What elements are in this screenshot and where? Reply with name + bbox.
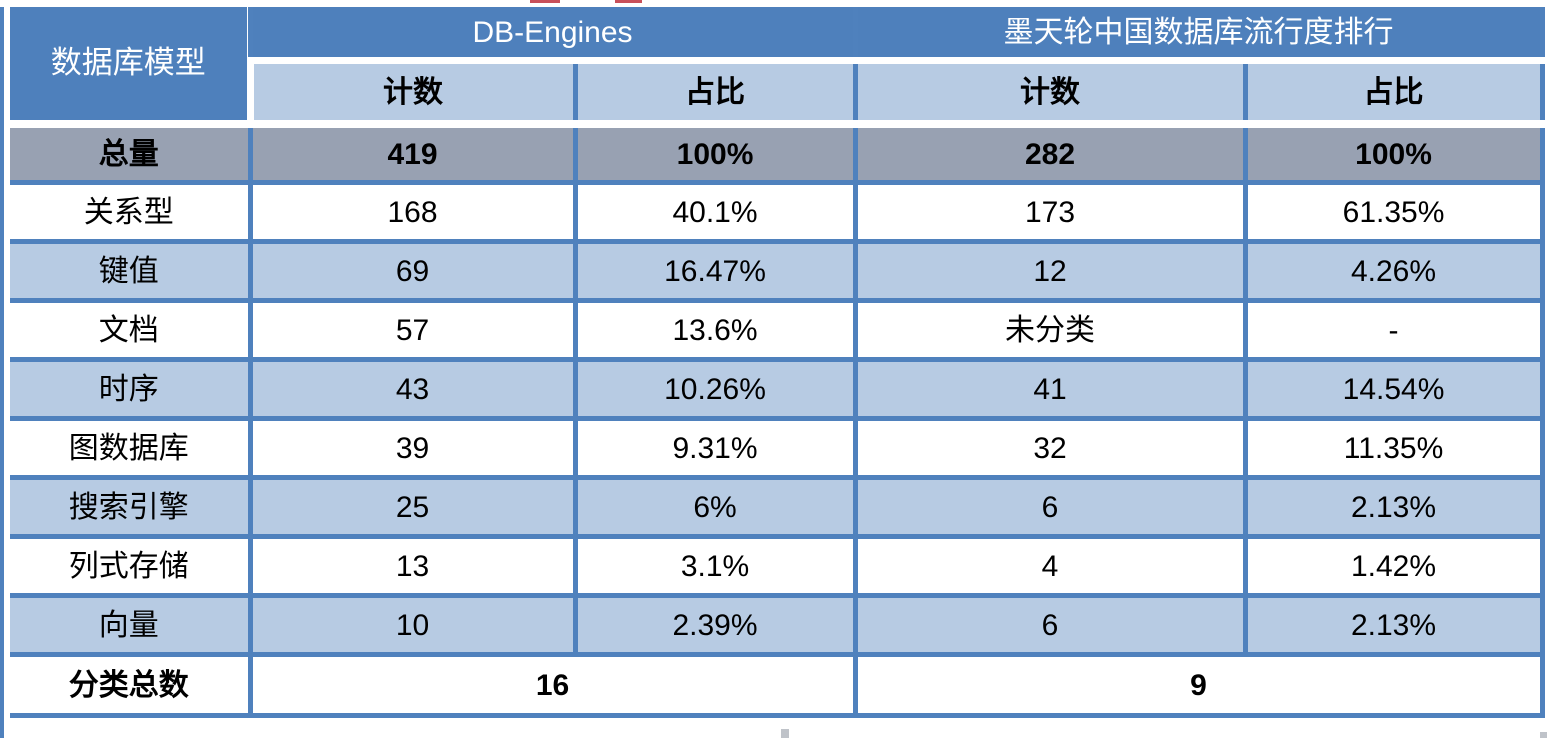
cutoff-gray-artifact (1540, 732, 1547, 738)
table-row: 文档 57 13.6% 未分类 - (10, 298, 1543, 360)
cell-db-count: 57 (247, 298, 575, 360)
cell-db-count: 419 (247, 120, 575, 183)
row-label: 时序 (10, 357, 250, 419)
cell-modb-count: 4 (852, 534, 1246, 596)
cell-modb-category-total: 9 (852, 652, 1543, 716)
cell-modb-count: 未分类 (852, 298, 1246, 360)
row-label: 分类总数 (10, 652, 250, 716)
table-row: 搜索引擎 25 6% 6 2.13% (10, 475, 1543, 537)
subheader-modb-count: 计数 (852, 60, 1246, 124)
group-header-db-engines: DB-Engines (247, 7, 856, 64)
group-header-row: 数据库模型 DB-Engines 墨天轮中国数据库流行度排行 (10, 7, 1543, 124)
cell-modb-count: 12 (852, 239, 1246, 301)
cell-modb-share: - (1242, 298, 1543, 360)
cell-db-share: 100% (572, 120, 856, 183)
cell-modb-count: 6 (852, 593, 1246, 655)
row-label: 向量 (10, 593, 250, 655)
cell-modb-count: 32 (852, 416, 1246, 478)
cell-db-share: 6% (572, 475, 856, 537)
row-label: 键值 (10, 239, 250, 301)
cell-db-count: 25 (247, 475, 575, 537)
table-row: 关系型 168 40.1% 173 61.35% (10, 180, 1543, 242)
table-row-total: 总量 419 100% 282 100% (10, 120, 1543, 183)
cutoff-red-text-artifact (615, 0, 642, 3)
table-row: 键值 69 16.47% 12 4.26% (10, 239, 1543, 301)
cell-db-share: 9.31% (572, 416, 856, 478)
cell-modb-share: 4.26% (1242, 239, 1543, 301)
table-row: 向量 10 2.39% 6 2.13% (10, 593, 1543, 655)
cell-db-count: 39 (247, 416, 575, 478)
cell-db-count: 13 (247, 534, 575, 596)
cell-modb-share: 14.54% (1242, 357, 1543, 419)
cell-db-share: 10.26% (572, 357, 856, 419)
cell-db-share: 40.1% (572, 180, 856, 242)
cell-db-share: 16.47% (572, 239, 856, 301)
cell-modb-share: 2.13% (1242, 593, 1543, 655)
table-row-category-totals: 分类总数 16 9 (10, 652, 1543, 716)
cell-db-share: 13.6% (572, 298, 856, 360)
cell-modb-count: 41 (852, 357, 1246, 419)
cell-db-count: 43 (247, 357, 575, 419)
row-label: 总量 (10, 120, 250, 183)
cutoff-red-text-artifact (530, 0, 560, 3)
cell-modb-share: 61.35% (1242, 180, 1543, 242)
cell-modb-count: 6 (852, 475, 1246, 537)
database-model-comparison-table: 数据库模型 DB-Engines 墨天轮中国数据库流行度排行 计数 占比 计数 … (10, 7, 1545, 718)
row-label: 图数据库 (10, 416, 250, 478)
row-label: 文档 (10, 298, 250, 360)
row-label: 搜索引擎 (10, 475, 250, 537)
row-label: 列式存储 (10, 534, 250, 596)
cell-db-share: 3.1% (572, 534, 856, 596)
sub-header-row: 计数 占比 计数 占比 (10, 60, 1543, 124)
table-row: 图数据库 39 9.31% 32 11.35% (10, 416, 1543, 478)
cell-db-count: 69 (247, 239, 575, 301)
cutoff-gray-artifact (781, 729, 789, 738)
cell-modb-count: 173 (852, 180, 1246, 242)
subheader-db-share: 占比 (572, 60, 856, 124)
cell-db-count: 10 (247, 593, 575, 655)
row-label: 关系型 (10, 180, 250, 242)
cell-db-count: 168 (247, 180, 575, 242)
corner-header-cell: 数据库模型 (10, 7, 250, 124)
table-row: 时序 43 10.26% 41 14.54% (10, 357, 1543, 419)
cell-modb-share: 11.35% (1242, 416, 1543, 478)
cell-db-category-total: 16 (247, 652, 856, 716)
subheader-modb-share: 占比 (1242, 60, 1543, 124)
cell-modb-share: 1.42% (1242, 534, 1543, 596)
cell-modb-share: 100% (1242, 120, 1543, 183)
group-header-modb: 墨天轮中国数据库流行度排行 (852, 7, 1543, 64)
table-row: 列式存储 13 3.1% 4 1.42% (10, 534, 1543, 596)
cell-db-share: 2.39% (572, 593, 856, 655)
cell-modb-count: 282 (852, 120, 1246, 183)
table-outer-left-border (0, 7, 4, 738)
cell-modb-share: 2.13% (1242, 475, 1543, 537)
subheader-db-count: 计数 (246, 60, 575, 124)
